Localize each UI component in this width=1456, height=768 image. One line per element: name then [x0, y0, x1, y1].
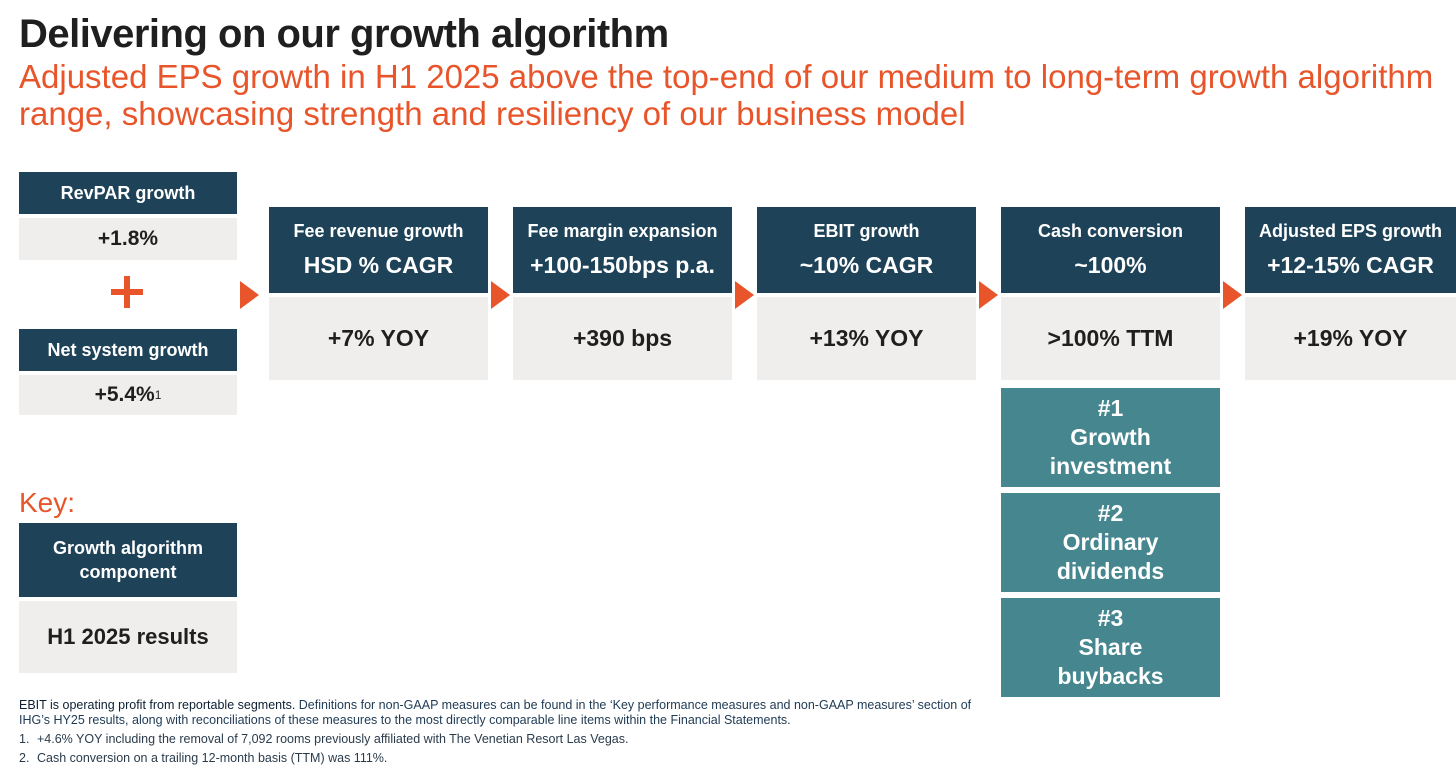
key-results-label: H1 2025 results: [47, 624, 209, 649]
key-title: Key:: [19, 487, 76, 518]
fee-margin-result: +390 bps: [513, 297, 732, 380]
priority-line1: Ordinary: [1062, 529, 1159, 555]
ebit-result: +13% YOY: [757, 297, 976, 380]
fee-revenue-component: Fee revenue growth HSD % CAGR: [269, 207, 488, 293]
footnotes: EBIT is operating profit from reportable…: [19, 698, 979, 766]
revpar-label: RevPAR growth: [60, 182, 196, 203]
arrow-right-icon: [240, 281, 259, 309]
footnote-item: 2. Cash conversion on a trailing 12-mont…: [19, 751, 979, 766]
fee-revenue-result: +7% YOY: [269, 297, 488, 380]
adjusted-eps-result: +19% YOY: [1245, 297, 1456, 380]
component-result: +390 bps: [572, 325, 673, 351]
priority-rank: #1: [1097, 395, 1124, 421]
key-component-line1: Growth algorithm: [53, 538, 203, 558]
cash-conversion-result: >100% TTM: [1001, 297, 1220, 380]
net-system-label-box: Net system growth: [19, 329, 237, 371]
cash-conversion-component: Cash conversion ~100%: [1001, 207, 1220, 293]
component-label: Adjusted EPS growth: [1258, 221, 1442, 241]
component-target: ~100%: [1074, 252, 1147, 278]
footnote-item: 1. +4.6% YOY including the removal of 7,…: [19, 732, 979, 747]
footnote-intro-bold: EBIT is operating profit from reportable…: [19, 698, 296, 712]
priority-share-buybacks: #3 Share buybacks: [1001, 598, 1220, 697]
priority-growth-investment: #1 Growth investment: [1001, 388, 1220, 487]
component-target: +100-150bps p.a.: [530, 252, 715, 278]
net-system-value: +5.4%: [94, 383, 155, 406]
component-result: +13% YOY: [809, 325, 924, 351]
key-component-line2: component: [79, 562, 177, 582]
component-result: +7% YOY: [327, 325, 430, 351]
key-results-box: H1 2025 results: [19, 601, 237, 673]
component-target: HSD % CAGR: [303, 252, 454, 278]
priority-line2: buybacks: [1057, 663, 1164, 689]
footnote-text: Cash conversion on a trailing 12-month b…: [37, 751, 388, 765]
arrow-right-icon: [491, 281, 510, 309]
priority-line1: Growth: [1070, 424, 1151, 450]
component-result: >100% TTM: [1047, 325, 1174, 351]
component-label: Cash conversion: [1037, 221, 1184, 241]
footnote-number: 1.: [19, 732, 30, 746]
footnote-intro: EBIT is operating profit from reportable…: [19, 698, 979, 728]
key-component-box: Growth algorithm component: [19, 523, 237, 597]
priority-rank: #3: [1097, 605, 1124, 631]
priority-rank: #2: [1097, 500, 1124, 526]
arrow-right-icon: [735, 281, 754, 309]
component-label: Fee margin expansion: [527, 221, 718, 241]
fee-margin-component: Fee margin expansion +100-150bps p.a.: [513, 207, 732, 293]
component-label: EBIT growth: [813, 221, 920, 241]
priority-line1: Share: [1078, 634, 1143, 660]
footnote-number: 2.: [19, 751, 30, 765]
footnote-text: +4.6% YOY including the removal of 7,092…: [37, 732, 629, 746]
component-target: +12-15% CAGR: [1267, 252, 1434, 278]
priority-line2: investment: [1049, 453, 1172, 479]
net-system-label: Net system growth: [47, 339, 209, 360]
component-label: Fee revenue growth: [293, 221, 464, 241]
ebit-component: EBIT growth ~10% CAGR: [757, 207, 976, 293]
revpar-label-box: RevPAR growth: [19, 172, 237, 214]
revpar-value: +1.8%: [97, 227, 159, 250]
priority-ordinary-dividends: #2 Ordinary dividends: [1001, 493, 1220, 592]
priority-line2: dividends: [1056, 558, 1165, 584]
plus-icon: [111, 276, 143, 308]
component-result: +19% YOY: [1293, 325, 1408, 351]
component-target: ~10% CAGR: [799, 252, 934, 278]
adjusted-eps-component: Adjusted EPS growth +12-15% CAGR: [1245, 207, 1456, 293]
revpar-value-box: +1.8%: [19, 218, 237, 260]
footnote-intro-rest: Definitions for non-GAAP measures can be…: [19, 698, 972, 727]
arrow-right-icon: [1223, 281, 1242, 309]
net-system-value-box: +5.4% 1: [19, 375, 237, 415]
arrow-right-icon: [979, 281, 998, 309]
page-subtitle: Adjusted EPS growth in H1 2025 above the…: [19, 58, 1434, 132]
page-title: Delivering on our growth algorithm: [19, 12, 669, 56]
